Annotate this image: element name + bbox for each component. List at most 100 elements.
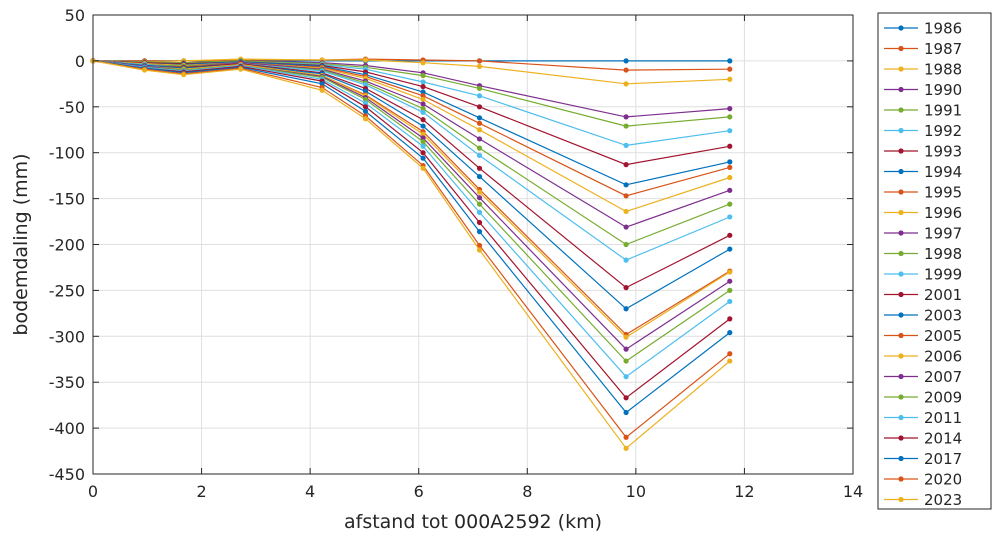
series-line <box>92 60 731 450</box>
data-point <box>727 214 733 220</box>
data-point <box>623 67 629 73</box>
data-point <box>727 232 733 238</box>
data-point <box>727 316 733 322</box>
series-line <box>92 60 731 378</box>
data-point <box>420 109 426 115</box>
series-line <box>92 60 731 261</box>
legend-item: 1991 <box>884 102 962 120</box>
legend-item: 2011 <box>884 409 962 427</box>
legend-marker <box>898 496 904 503</box>
legend-marker <box>898 148 904 154</box>
data-point <box>623 208 629 215</box>
data-point <box>727 298 733 305</box>
legend-marker <box>898 353 904 359</box>
data-point <box>362 96 369 103</box>
legend-label: 2017 <box>924 450 962 468</box>
legend-item: 1987 <box>884 40 962 58</box>
series-line <box>92 58 730 85</box>
data-point <box>476 93 483 99</box>
legend-marker <box>898 107 904 113</box>
data-point <box>727 278 733 284</box>
data-point <box>476 85 483 92</box>
data-point <box>623 241 629 248</box>
legend-item: 2017 <box>884 450 962 468</box>
data-point <box>623 81 629 87</box>
data-point <box>420 93 426 99</box>
legend-item: 2014 <box>884 430 962 448</box>
data-point <box>420 123 426 129</box>
series-2023 <box>90 58 733 451</box>
data-point <box>476 209 483 215</box>
y-axis-label: bodemdaling (mm) <box>10 153 32 335</box>
data-point <box>420 143 426 149</box>
y-tick-label: -200 <box>49 236 85 255</box>
legend-marker <box>898 332 904 339</box>
legend-label: 2014 <box>924 430 962 448</box>
axis-ticks: 0 2 4 6 8 10 12 14 50 0 -50 -100 -150 -200 -250 -300 -35… <box>49 6 863 501</box>
legend-marker <box>898 168 904 175</box>
y-tick-label: -250 <box>49 281 85 300</box>
data-point <box>727 159 733 165</box>
legend-item: 2006 <box>884 348 962 366</box>
y-tick-label: -150 <box>49 190 85 209</box>
legend-item: 2020 <box>884 471 962 489</box>
legend-item: 2003 <box>884 307 962 325</box>
data-point <box>623 162 629 168</box>
data-point <box>727 114 733 120</box>
legend-box <box>877 12 992 510</box>
legend-item: 1995 <box>884 184 962 202</box>
data-point <box>476 189 483 195</box>
data-point <box>362 82 369 88</box>
data-point <box>727 187 733 193</box>
legend-item: 1996 <box>884 204 962 222</box>
data-point <box>727 164 733 170</box>
data-point <box>623 346 629 352</box>
x-tick-label: 2 <box>196 482 206 501</box>
data-point <box>141 67 148 73</box>
grid <box>92 14 854 475</box>
legend-label: 2023 <box>924 491 962 509</box>
data-point <box>623 409 629 416</box>
legend-marker <box>898 312 904 318</box>
legend-item: 2007 <box>884 368 962 386</box>
data-point <box>623 306 629 312</box>
legend-marker <box>898 209 904 216</box>
data-point <box>362 104 369 110</box>
x-tick-label: 10 <box>626 482 646 501</box>
data-point <box>623 358 629 364</box>
x-tick-label: 12 <box>734 482 754 501</box>
series-line <box>92 60 730 197</box>
legend-label: 2007 <box>924 368 962 386</box>
data-point <box>476 127 483 133</box>
data-point <box>420 60 426 66</box>
data-point <box>420 79 426 85</box>
legend-marker <box>898 45 904 52</box>
data-point <box>476 195 483 201</box>
y-tick-label: -450 <box>49 465 85 484</box>
x-tick-label: 8 <box>522 482 532 501</box>
series-line <box>92 60 731 336</box>
data-point <box>623 434 629 440</box>
data-point <box>476 136 483 142</box>
legend-label: 2001 <box>924 286 962 304</box>
legend-label: 1993 <box>924 143 962 161</box>
y-tick-label: 0 <box>75 52 85 71</box>
legend-marker <box>898 435 904 441</box>
series-line <box>92 60 731 350</box>
legend-item: 1998 <box>884 245 962 263</box>
legend-label: 1988 <box>924 61 962 79</box>
legend-label: 1994 <box>924 163 962 181</box>
data-point <box>420 155 426 161</box>
data-point <box>623 374 629 380</box>
legend-label: 1990 <box>924 81 962 99</box>
legend-label: 1992 <box>924 122 962 140</box>
data-point <box>623 193 629 199</box>
data-point <box>476 219 483 226</box>
data-point <box>476 229 483 235</box>
legend: 1986 1987 1988 1990 1991 1992 1993 1994 1995 1996… <box>877 12 992 510</box>
data-point <box>420 135 426 141</box>
data-point <box>623 257 629 263</box>
legend-label: 1986 <box>924 20 962 38</box>
